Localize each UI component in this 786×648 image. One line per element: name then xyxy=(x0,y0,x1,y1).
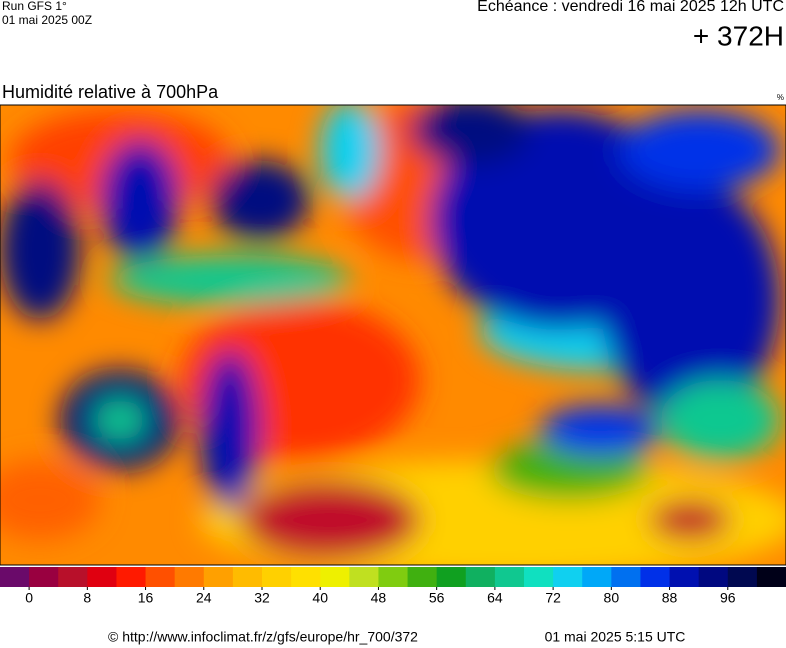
colorbar-tick-label: 96 xyxy=(720,590,736,606)
colorbar-swatch xyxy=(262,567,292,587)
colorbar-swatch xyxy=(378,567,409,587)
colorbar-swatch xyxy=(291,567,321,587)
colorbar-tick-label: 32 xyxy=(254,590,270,606)
colorbar-swatch xyxy=(0,567,30,587)
valid-time: Echéance : vendredi 16 mai 2025 12h UTC xyxy=(477,0,784,15)
colorbar-tick-label: 40 xyxy=(312,590,328,606)
generated-time: 01 mai 2025 5:15 UTC xyxy=(545,629,686,645)
colorbar-swatch xyxy=(553,567,583,587)
colorbar-swatch xyxy=(58,567,88,587)
colorbar-swatch xyxy=(145,567,176,587)
colorbar: 0 8 16 24 32 40 48 56 64 72 80 88 96 xyxy=(0,567,786,606)
colorbar-swatch xyxy=(640,567,671,587)
source-link[interactable]: © http://www.infoclimat.fr/z/gfs/europe/… xyxy=(108,629,418,645)
colorbar-tick-label: 48 xyxy=(371,590,387,606)
run-date: 01 mai 2025 00Z xyxy=(2,13,92,27)
colorbar-swatch xyxy=(756,567,786,587)
unit-label: % xyxy=(777,93,784,102)
colorbar-swatch xyxy=(494,567,525,587)
colorbar-swatch xyxy=(727,567,758,587)
colorbar-swatch xyxy=(349,567,379,587)
colorbar-swatch xyxy=(116,567,147,587)
colorbar-tick-label: 88 xyxy=(662,590,678,606)
colorbar-swatch xyxy=(465,567,496,587)
humidity-field xyxy=(0,105,786,565)
map-frame xyxy=(0,104,786,566)
colorbar-tick-label: 8 xyxy=(83,590,91,606)
colorbar-tick-label: 24 xyxy=(196,590,212,606)
colorbar-tick-label: 64 xyxy=(487,590,503,606)
colorbar-swatch xyxy=(611,567,641,587)
colorbar-swatch xyxy=(320,567,350,587)
colorbar-swatch xyxy=(524,567,554,587)
colorbar-swatch xyxy=(203,567,234,587)
colorbar-tick-label: 0 xyxy=(25,590,33,606)
colorbar-tick-label: 16 xyxy=(138,590,154,606)
colorbar-swatch xyxy=(232,567,263,587)
colorbar-tick-label: 72 xyxy=(545,590,561,606)
colorbar-tick-label: 56 xyxy=(429,590,445,606)
colorbar-swatch xyxy=(174,567,205,587)
lead-time: + 372H xyxy=(693,20,784,51)
colorbar-swatch xyxy=(698,567,729,587)
colorbar-swatch xyxy=(436,567,467,587)
colorbar-swatch xyxy=(582,567,612,587)
run-label: Run GFS 1° xyxy=(2,0,67,13)
colorbar-swatch xyxy=(669,567,700,587)
colorbar-swatch xyxy=(29,567,59,587)
colorbar-swatch xyxy=(87,567,117,587)
colorbar-swatch xyxy=(407,567,438,587)
colorbar-tick-label: 80 xyxy=(604,590,620,606)
map-title: Humidité relative à 700hPa xyxy=(2,82,219,102)
